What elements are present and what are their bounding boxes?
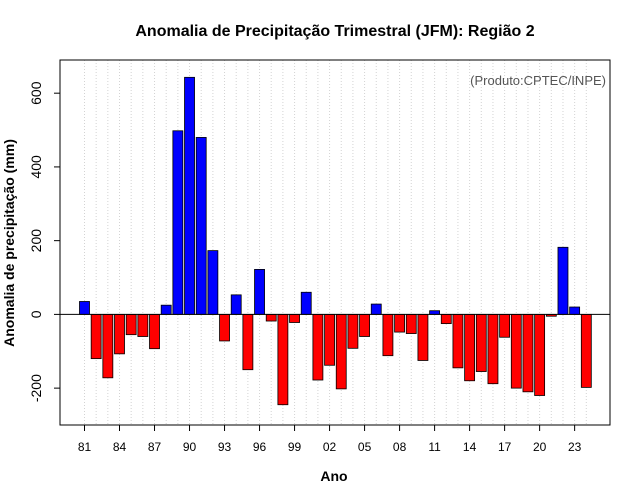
bar-96 (254, 269, 265, 315)
y-tick-label: 400 (28, 155, 44, 179)
bar-88 (160, 304, 172, 315)
x-tick-label: 05 (358, 440, 372, 454)
x-tick-label: 84 (113, 440, 127, 454)
y-tick-label: 200 (28, 229, 44, 253)
bar-03 (335, 313, 347, 390)
bar-18 (510, 313, 522, 389)
x-tick-label: 99 (288, 440, 302, 454)
x-tick-label: 11 (428, 440, 441, 454)
x-tick-label: 20 (533, 440, 547, 454)
y-axis-title: Anomalia de precipitação (mm) (1, 139, 17, 347)
bar-92 (207, 250, 219, 315)
bar-15 (475, 313, 487, 372)
x-tick-label: 90 (183, 440, 197, 454)
bar-94 (230, 294, 242, 315)
bar-81 (79, 301, 90, 315)
bar-23 (569, 306, 581, 315)
bar-01 (312, 313, 324, 381)
bar-04 (347, 313, 359, 349)
bar-87 (149, 313, 160, 350)
x-tick-label: 96 (253, 440, 267, 454)
bar-91 (195, 137, 207, 315)
bar-00 (300, 291, 312, 315)
bar-14 (464, 313, 476, 382)
x-axis: 81 84 87 90 93 96 99 02 05 08 11 14 17 20 23 (78, 425, 582, 454)
y-tick-label: 0 (28, 310, 44, 318)
x-tick-label: 17 (498, 440, 512, 454)
bar-97 (265, 313, 277, 322)
bar-98 (277, 313, 289, 406)
bar-11 (429, 310, 441, 315)
bar-22 (557, 246, 569, 315)
grid-layer (84, 60, 587, 425)
bar-12 (440, 313, 452, 325)
y-tick-label: 600 (28, 81, 44, 105)
bar-07 (382, 313, 394, 357)
y-axis: -200 0 200 400 600 (28, 81, 60, 402)
bar-90 (184, 76, 195, 315)
bars-layer (79, 76, 592, 406)
chart-title: Anomalia de Precipitação Trimestral (JFM… (135, 23, 534, 40)
x-axis-title: Ano (320, 468, 347, 484)
bar-86 (137, 313, 149, 337)
bar-09 (405, 313, 417, 334)
bar-83 (102, 313, 114, 379)
bar-89 (172, 130, 184, 315)
bar-02 (324, 313, 335, 366)
x-tick-label: 23 (568, 440, 582, 454)
bar-85 (125, 313, 137, 336)
bar-05 (359, 313, 370, 337)
x-tick-label: 93 (218, 440, 232, 454)
x-tick-label: 14 (463, 440, 477, 454)
bar-19 (522, 313, 534, 393)
credit-annotation: (Produto:CPTEC/INPE) (470, 73, 606, 88)
plot-frame (59, 59, 611, 426)
bar-93 (219, 313, 230, 342)
x-tick-label: 08 (393, 440, 407, 454)
bar-13 (452, 313, 464, 369)
bar-82 (90, 313, 102, 360)
x-tick-label: 87 (148, 440, 162, 454)
bar-24 (580, 313, 592, 388)
bar-10 (417, 313, 429, 361)
bar-99 (289, 313, 300, 323)
bar-84 (114, 313, 125, 355)
bar-16 (487, 313, 499, 385)
bar-20 (534, 313, 546, 396)
x-tick-label: 81 (78, 440, 92, 454)
y-tick-label: -200 (28, 374, 44, 402)
x-tick-label: 02 (323, 440, 337, 454)
bar-95 (242, 313, 254, 371)
bar-17 (499, 313, 511, 338)
bar-08 (394, 313, 405, 333)
bar-06 (370, 303, 382, 315)
